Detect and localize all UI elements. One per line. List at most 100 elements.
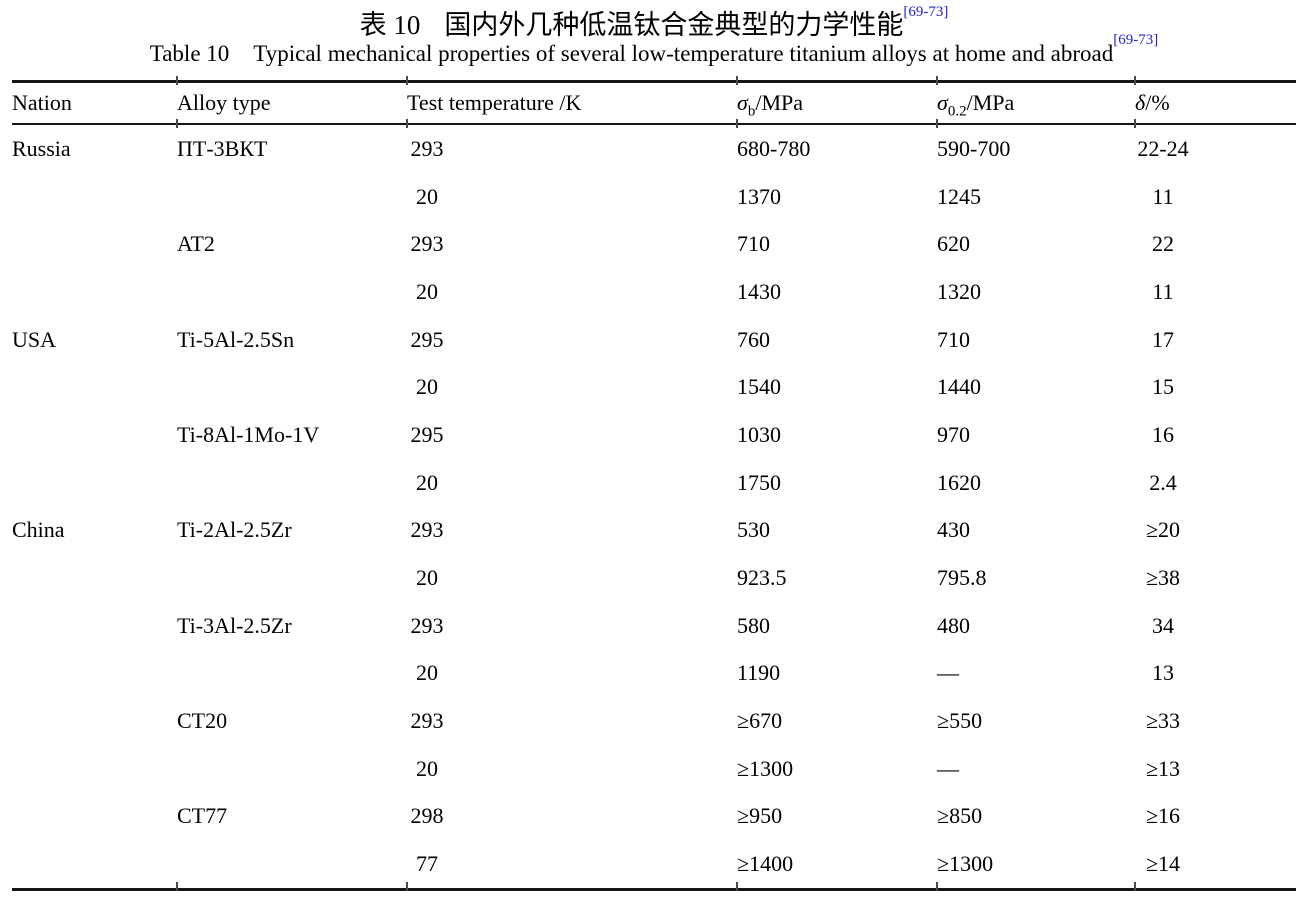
cell-sigma-b: 1750 bbox=[737, 459, 937, 507]
cell-sigma-02: 1620 bbox=[937, 459, 1135, 507]
cell-temperature: 20 bbox=[407, 554, 737, 602]
sigma-symbol: σ bbox=[737, 90, 748, 115]
cell-value: ≥950 bbox=[737, 803, 783, 829]
cell-value: Ti-2Al-2.5Zr bbox=[177, 517, 292, 543]
table-row: 20 ≥1300 — ≥13 bbox=[12, 745, 1296, 793]
cell-value: 20 bbox=[416, 374, 438, 400]
cell-sigma-02: 1245 bbox=[937, 173, 1135, 221]
cell-value: 923.5 bbox=[737, 565, 787, 591]
cell-value: 1430 bbox=[737, 278, 781, 304]
cell-nation bbox=[12, 840, 177, 889]
cell-nation bbox=[12, 220, 177, 268]
cell-alloy bbox=[177, 363, 407, 411]
mechanical-properties-table: Nation Alloy type Test temperature /K σb… bbox=[12, 80, 1296, 891]
table-row: China Ti-2Al-2.5Zr 293 530 430 ≥20 bbox=[12, 507, 1296, 555]
cell-alloy bbox=[177, 173, 407, 221]
cell-temperature: 293 bbox=[407, 507, 737, 555]
cell-sigma-02: 795.8 bbox=[937, 554, 1135, 602]
cell-value: 22 bbox=[1152, 231, 1174, 257]
cell-temperature: 298 bbox=[407, 793, 737, 841]
cell-value: USA bbox=[12, 326, 57, 352]
cell-value: 620 bbox=[937, 231, 970, 257]
column-tick bbox=[736, 119, 738, 128]
cell-alloy bbox=[177, 650, 407, 698]
table-row: 20 1370 1245 11 bbox=[12, 173, 1296, 221]
cell-temperature: 293 bbox=[407, 124, 737, 173]
table-row: Ti-8Al-1Mo-1V 295 1030 970 16 bbox=[12, 411, 1296, 459]
column-tick bbox=[1134, 882, 1136, 891]
col-header-sigma-b: σb/MPa bbox=[737, 81, 937, 125]
cell-elongation: 11 bbox=[1135, 268, 1296, 316]
cell-sigma-b: 1430 bbox=[737, 268, 937, 316]
cell-value: 680-780 bbox=[737, 135, 811, 161]
cell-value: 760 bbox=[737, 326, 770, 352]
cell-value: 1320 bbox=[937, 278, 981, 304]
cell-temperature: 293 bbox=[407, 220, 737, 268]
cell-temperature: 20 bbox=[407, 173, 737, 221]
cell-elongation: ≥20 bbox=[1135, 507, 1296, 555]
cell-sigma-02: ≥1300 bbox=[937, 840, 1135, 889]
cell-nation bbox=[12, 745, 177, 793]
cell-value: ПТ-3ВКТ bbox=[177, 135, 268, 161]
cell-temperature: 295 bbox=[407, 411, 737, 459]
table-row: Russia ПТ-3ВКТ 293 680-780 590-700 22-24 bbox=[12, 124, 1296, 173]
unit-label: /% bbox=[1145, 90, 1170, 115]
delta-symbol: δ bbox=[1135, 90, 1146, 115]
cell-value: CT20 bbox=[177, 708, 228, 734]
citation-ref-en[interactable]: [69-73] bbox=[1113, 32, 1159, 49]
cell-temperature: 293 bbox=[407, 602, 737, 650]
cell-sigma-02: 620 bbox=[937, 220, 1135, 268]
cell-sigma-b: 923.5 bbox=[737, 554, 937, 602]
cell-alloy: ПТ-3ВКТ bbox=[177, 124, 407, 173]
cell-sigma-b: 760 bbox=[737, 316, 937, 364]
cell-value: 1540 bbox=[737, 374, 781, 400]
table-row: 20 1430 1320 11 bbox=[12, 268, 1296, 316]
cell-value: ≥1300 bbox=[937, 851, 994, 877]
cell-value: ≥550 bbox=[937, 708, 983, 734]
cell-value: 20 bbox=[416, 660, 438, 686]
column-tick bbox=[936, 882, 938, 891]
column-tick bbox=[406, 882, 408, 891]
cell-sigma-b: 1190 bbox=[737, 650, 937, 698]
cell-sigma-02: 480 bbox=[937, 602, 1135, 650]
cell-alloy bbox=[177, 840, 407, 889]
cell-value: 20 bbox=[416, 278, 438, 304]
table-row: 20 1190 — 13 bbox=[12, 650, 1296, 698]
cell-value: — bbox=[937, 755, 959, 781]
cell-value: 17 bbox=[1152, 326, 1174, 352]
table-row: 20 923.5 795.8 ≥38 bbox=[12, 554, 1296, 602]
cell-temperature: 20 bbox=[407, 363, 737, 411]
column-tick bbox=[176, 76, 178, 85]
cell-elongation: 22-24 bbox=[1135, 124, 1296, 173]
cell-value: 1750 bbox=[737, 469, 781, 495]
cell-nation bbox=[12, 363, 177, 411]
cell-sigma-b: 1370 bbox=[737, 173, 937, 221]
table-row: 77 ≥1400 ≥1300 ≥14 bbox=[12, 840, 1296, 889]
cell-value: 1245 bbox=[937, 183, 981, 209]
cell-nation bbox=[12, 554, 177, 602]
cell-value: 293 bbox=[410, 517, 444, 543]
cell-value: 1620 bbox=[937, 469, 981, 495]
column-tick bbox=[936, 119, 938, 128]
cell-sigma-b: ≥950 bbox=[737, 793, 937, 841]
cell-value: 293 bbox=[410, 612, 444, 638]
cell-value: Ti-8Al-1Mo-1V bbox=[177, 421, 320, 447]
cell-alloy bbox=[177, 268, 407, 316]
cell-value: 20 bbox=[416, 183, 438, 209]
cell-value: China bbox=[12, 517, 65, 543]
cell-value: 11 bbox=[1152, 183, 1174, 209]
cell-value: 530 bbox=[737, 517, 770, 543]
table-title-en: Typical mechanical properties of several… bbox=[253, 41, 1114, 66]
cell-elongation: 17 bbox=[1135, 316, 1296, 364]
column-tick bbox=[1134, 119, 1136, 128]
cell-elongation: 22 bbox=[1135, 220, 1296, 268]
cell-value: 298 bbox=[410, 803, 444, 829]
cell-value: 20 bbox=[416, 755, 438, 781]
citation-ref-zh[interactable]: [69-73] bbox=[903, 3, 949, 20]
cell-nation bbox=[12, 173, 177, 221]
cell-value: 1370 bbox=[737, 183, 781, 209]
cell-value: 20 bbox=[416, 469, 438, 495]
cell-sigma-b: 1030 bbox=[737, 411, 937, 459]
cell-value: ≥33 bbox=[1145, 708, 1181, 734]
cell-sigma-02: 1320 bbox=[937, 268, 1135, 316]
